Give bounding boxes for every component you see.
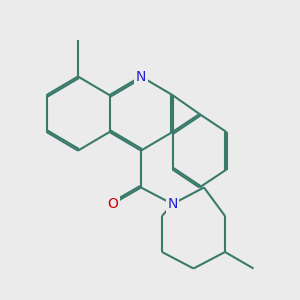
Text: O: O [107, 197, 118, 211]
Text: N: N [136, 70, 146, 83]
Text: N: N [167, 197, 178, 211]
